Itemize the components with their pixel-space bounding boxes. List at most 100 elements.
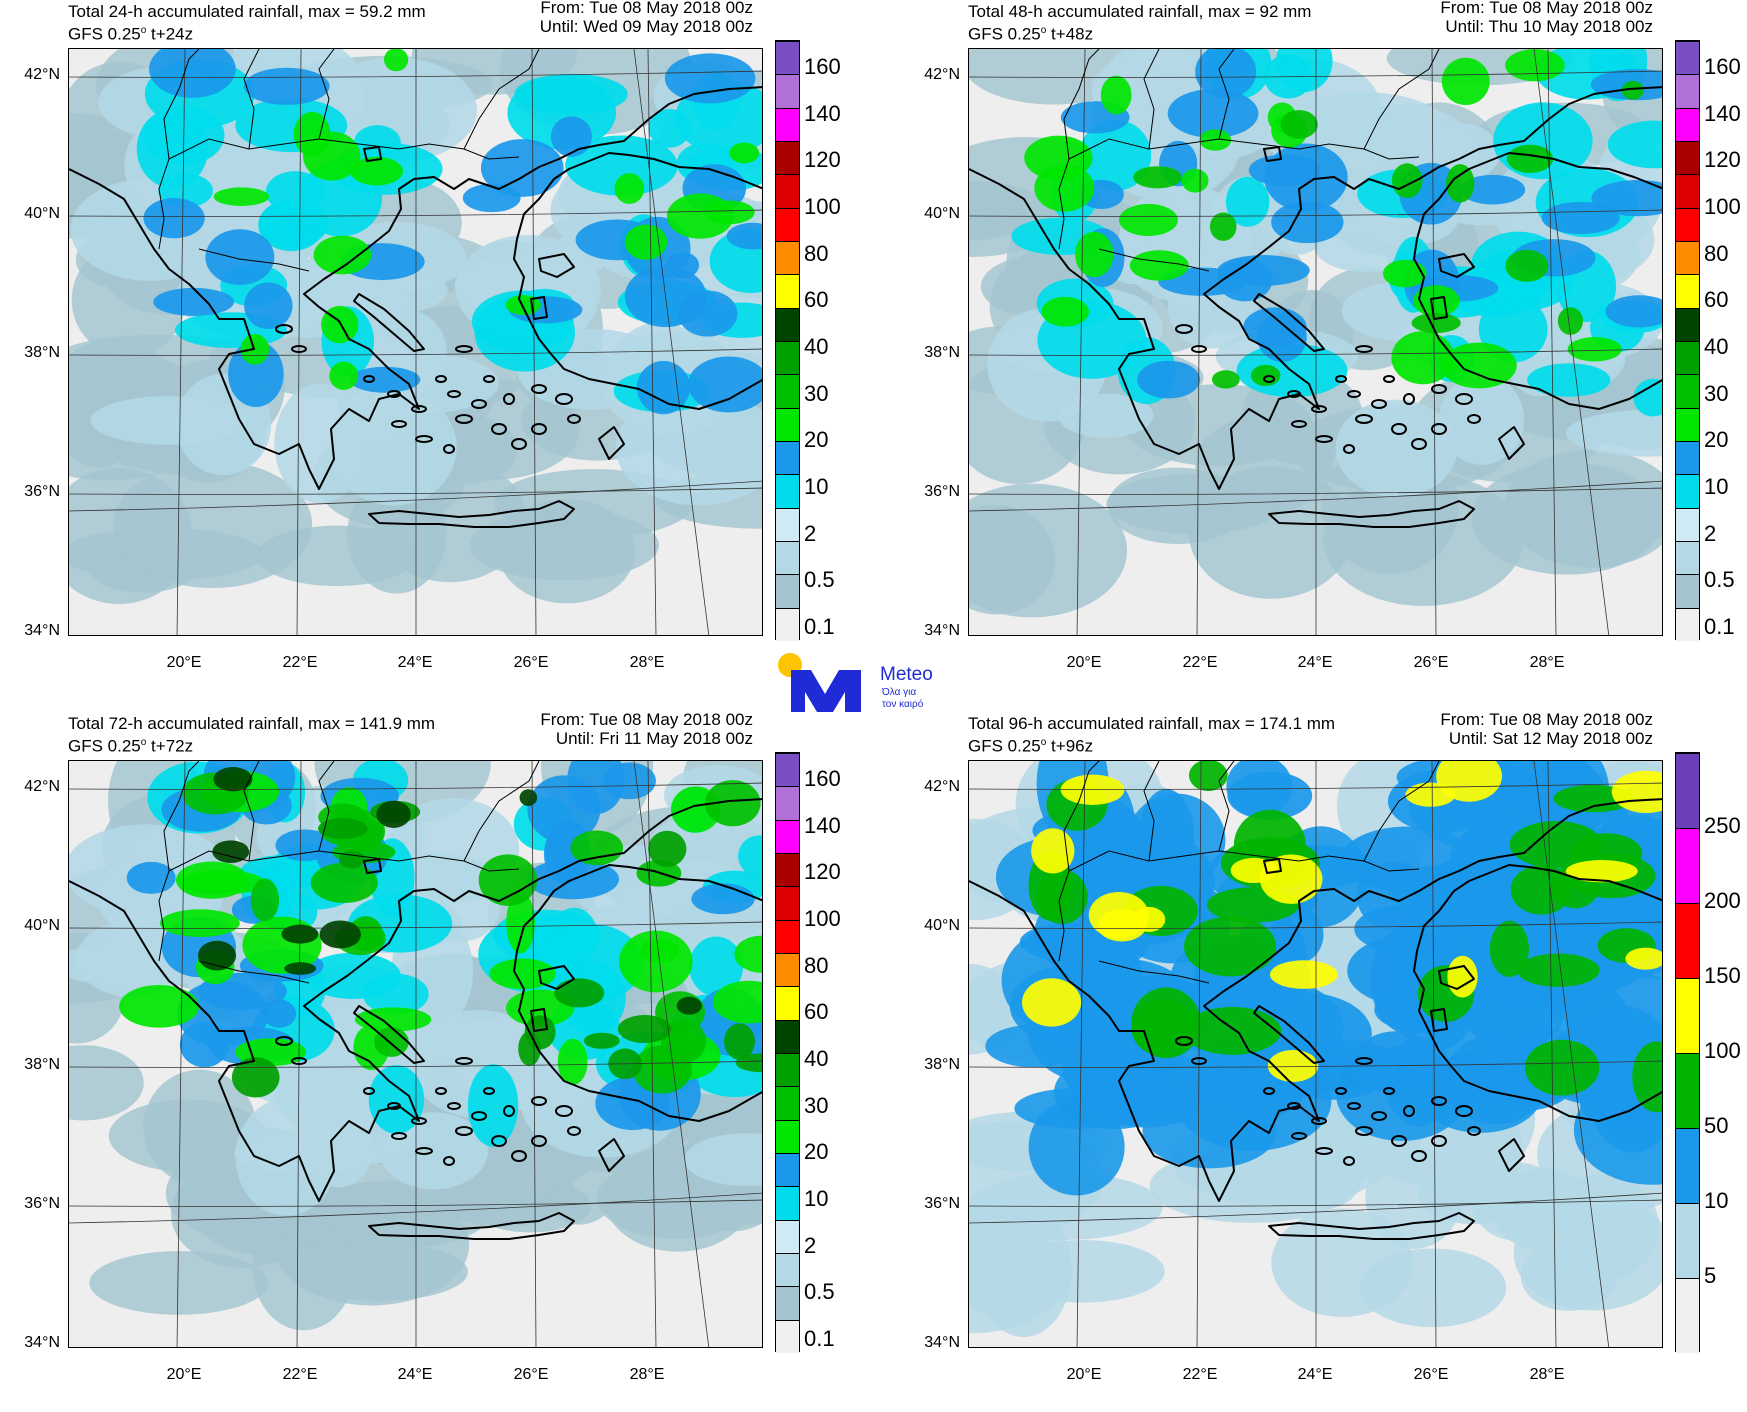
- colorbar-swatch: [776, 207, 799, 241]
- panel-model: GFS 0.25o t+24z: [68, 24, 194, 44]
- colorbar-swatch: [776, 274, 799, 308]
- borders: [158, 49, 540, 272]
- colorbar-swatch: [776, 541, 799, 575]
- colorbar: [775, 752, 800, 1353]
- colorbar-label: 0.5: [804, 567, 835, 593]
- colorbar-swatch: [776, 74, 799, 108]
- colorbar-label: 120: [804, 859, 841, 885]
- colorbar-label: 40: [1704, 334, 1729, 359]
- lon-label: 24°E: [397, 1366, 433, 1383]
- colorbar-swatch: [776, 1286, 799, 1320]
- lat-label: 40°N: [924, 205, 960, 222]
- graticule: [969, 761, 1662, 1347]
- colorbar-swatch: [776, 753, 799, 787]
- colorbar-swatch: [1676, 1053, 1699, 1128]
- colorbar-label: 60: [804, 287, 829, 313]
- lat-label: 40°N: [924, 917, 960, 934]
- lat-label: 38°N: [924, 1056, 960, 1073]
- lat-label: 34°N: [24, 622, 60, 639]
- lat-label: 38°N: [924, 344, 960, 361]
- colorbar-label: 0.5: [1704, 567, 1735, 593]
- lat-label: 42°N: [24, 66, 60, 83]
- graticule: [69, 49, 762, 635]
- colorbar-label: 120: [804, 147, 841, 173]
- lat-label: 36°N: [24, 1195, 60, 1212]
- panel-from: From: Tue 08 May 2018 00z: [540, 0, 753, 17]
- colorbar-swatch: [1676, 1128, 1699, 1203]
- lat-label: 40°N: [24, 917, 60, 934]
- lon-label: 24°E: [397, 654, 433, 671]
- colorbar-label: 160: [804, 54, 841, 79]
- colorbar-swatch: [776, 1119, 799, 1153]
- forecast-panel: Total 72-h accumulated rainfall, max = 1…: [0, 710, 900, 1412]
- colorbar-label: 5: [1704, 1263, 1717, 1288]
- rainfall-map: [68, 48, 763, 636]
- colorbar-swatch: [776, 1319, 799, 1353]
- colorbar-swatch: [1676, 828, 1699, 903]
- colorbar-swatch: [776, 1186, 799, 1220]
- lon-label: 24°E: [1297, 654, 1333, 671]
- degree-mark: o: [140, 737, 147, 748]
- map-canvas: [969, 49, 1662, 635]
- graticule: [69, 761, 762, 1347]
- degree-mark: o: [140, 25, 147, 36]
- colorbar-label: 30: [804, 1092, 829, 1118]
- colorbar-label: 160: [804, 766, 841, 791]
- lat-label: 34°N: [924, 622, 960, 639]
- colorbar-swatch: [1676, 507, 1699, 541]
- colorbar-swatch: [776, 174, 799, 208]
- map-canvas: [69, 49, 762, 635]
- map-canvas: [969, 761, 1662, 1347]
- coastlines: [69, 86, 762, 528]
- colorbar-swatch: [1676, 978, 1699, 1053]
- colorbar-swatch: [1676, 274, 1699, 308]
- lon-label: 20°E: [1066, 654, 1102, 671]
- colorbar-swatch: [1676, 541, 1699, 575]
- panel-model: GFS 0.25o t+72z: [68, 736, 194, 756]
- colorbar: [775, 40, 800, 641]
- colorbar-swatch: [1676, 241, 1699, 275]
- colorbar-swatch: [776, 1086, 799, 1120]
- borders: [158, 761, 540, 984]
- panel-title: Total 96-h accumulated rainfall, max = 1…: [968, 714, 1336, 733]
- colorbar-swatch: [1676, 574, 1699, 608]
- colorbar-label: 0.1: [804, 1326, 835, 1351]
- rainfall-map: [968, 48, 1663, 636]
- colorbar-swatch: [776, 1019, 799, 1053]
- colorbar-swatch: [1676, 474, 1699, 508]
- colorbar-label: 30: [804, 380, 829, 406]
- colorbar-swatch: [1676, 41, 1699, 75]
- colorbar-label: 10: [1704, 1188, 1729, 1213]
- lon-label: 22°E: [1182, 1366, 1218, 1383]
- colorbar-swatch: [776, 607, 799, 641]
- colorbar-swatch: [1676, 441, 1699, 475]
- borders: [1058, 49, 1440, 272]
- colorbar-swatch: [1676, 1203, 1699, 1278]
- colorbar-swatch: [1676, 1278, 1699, 1353]
- colorbar-label: 140: [1704, 100, 1741, 126]
- colorbar-label: 80: [1704, 240, 1729, 266]
- colorbar-label: 60: [804, 999, 829, 1025]
- colorbar-swatch: [776, 574, 799, 608]
- colorbar-label: 2: [1704, 520, 1717, 546]
- lon-label: 28°E: [629, 654, 665, 671]
- lon-label: 20°E: [1066, 1366, 1102, 1383]
- lon-label: 26°E: [1413, 654, 1449, 671]
- colorbar-swatch: [776, 1153, 799, 1187]
- coastlines: [969, 798, 1662, 1240]
- panel-title: Total 48-h accumulated rainfall, max = 9…: [968, 2, 1312, 21]
- lat-label: 42°N: [924, 66, 960, 83]
- lon-label: 24°E: [1297, 1366, 1333, 1383]
- degree-mark: o: [1040, 25, 1047, 36]
- colorbar-label: 0.1: [1704, 614, 1735, 639]
- colorbar-label: 10: [804, 474, 829, 499]
- colorbar-swatch: [1676, 141, 1699, 175]
- colorbar-swatch: [776, 786, 799, 820]
- colorbar: [1675, 40, 1700, 641]
- lon-label: 26°E: [513, 654, 549, 671]
- colorbar-swatch: [776, 986, 799, 1020]
- borders: [1058, 761, 1440, 984]
- colorbar-label: 100: [804, 906, 841, 931]
- lon-label: 26°E: [513, 1366, 549, 1383]
- colorbar-label: 250: [1704, 813, 1741, 838]
